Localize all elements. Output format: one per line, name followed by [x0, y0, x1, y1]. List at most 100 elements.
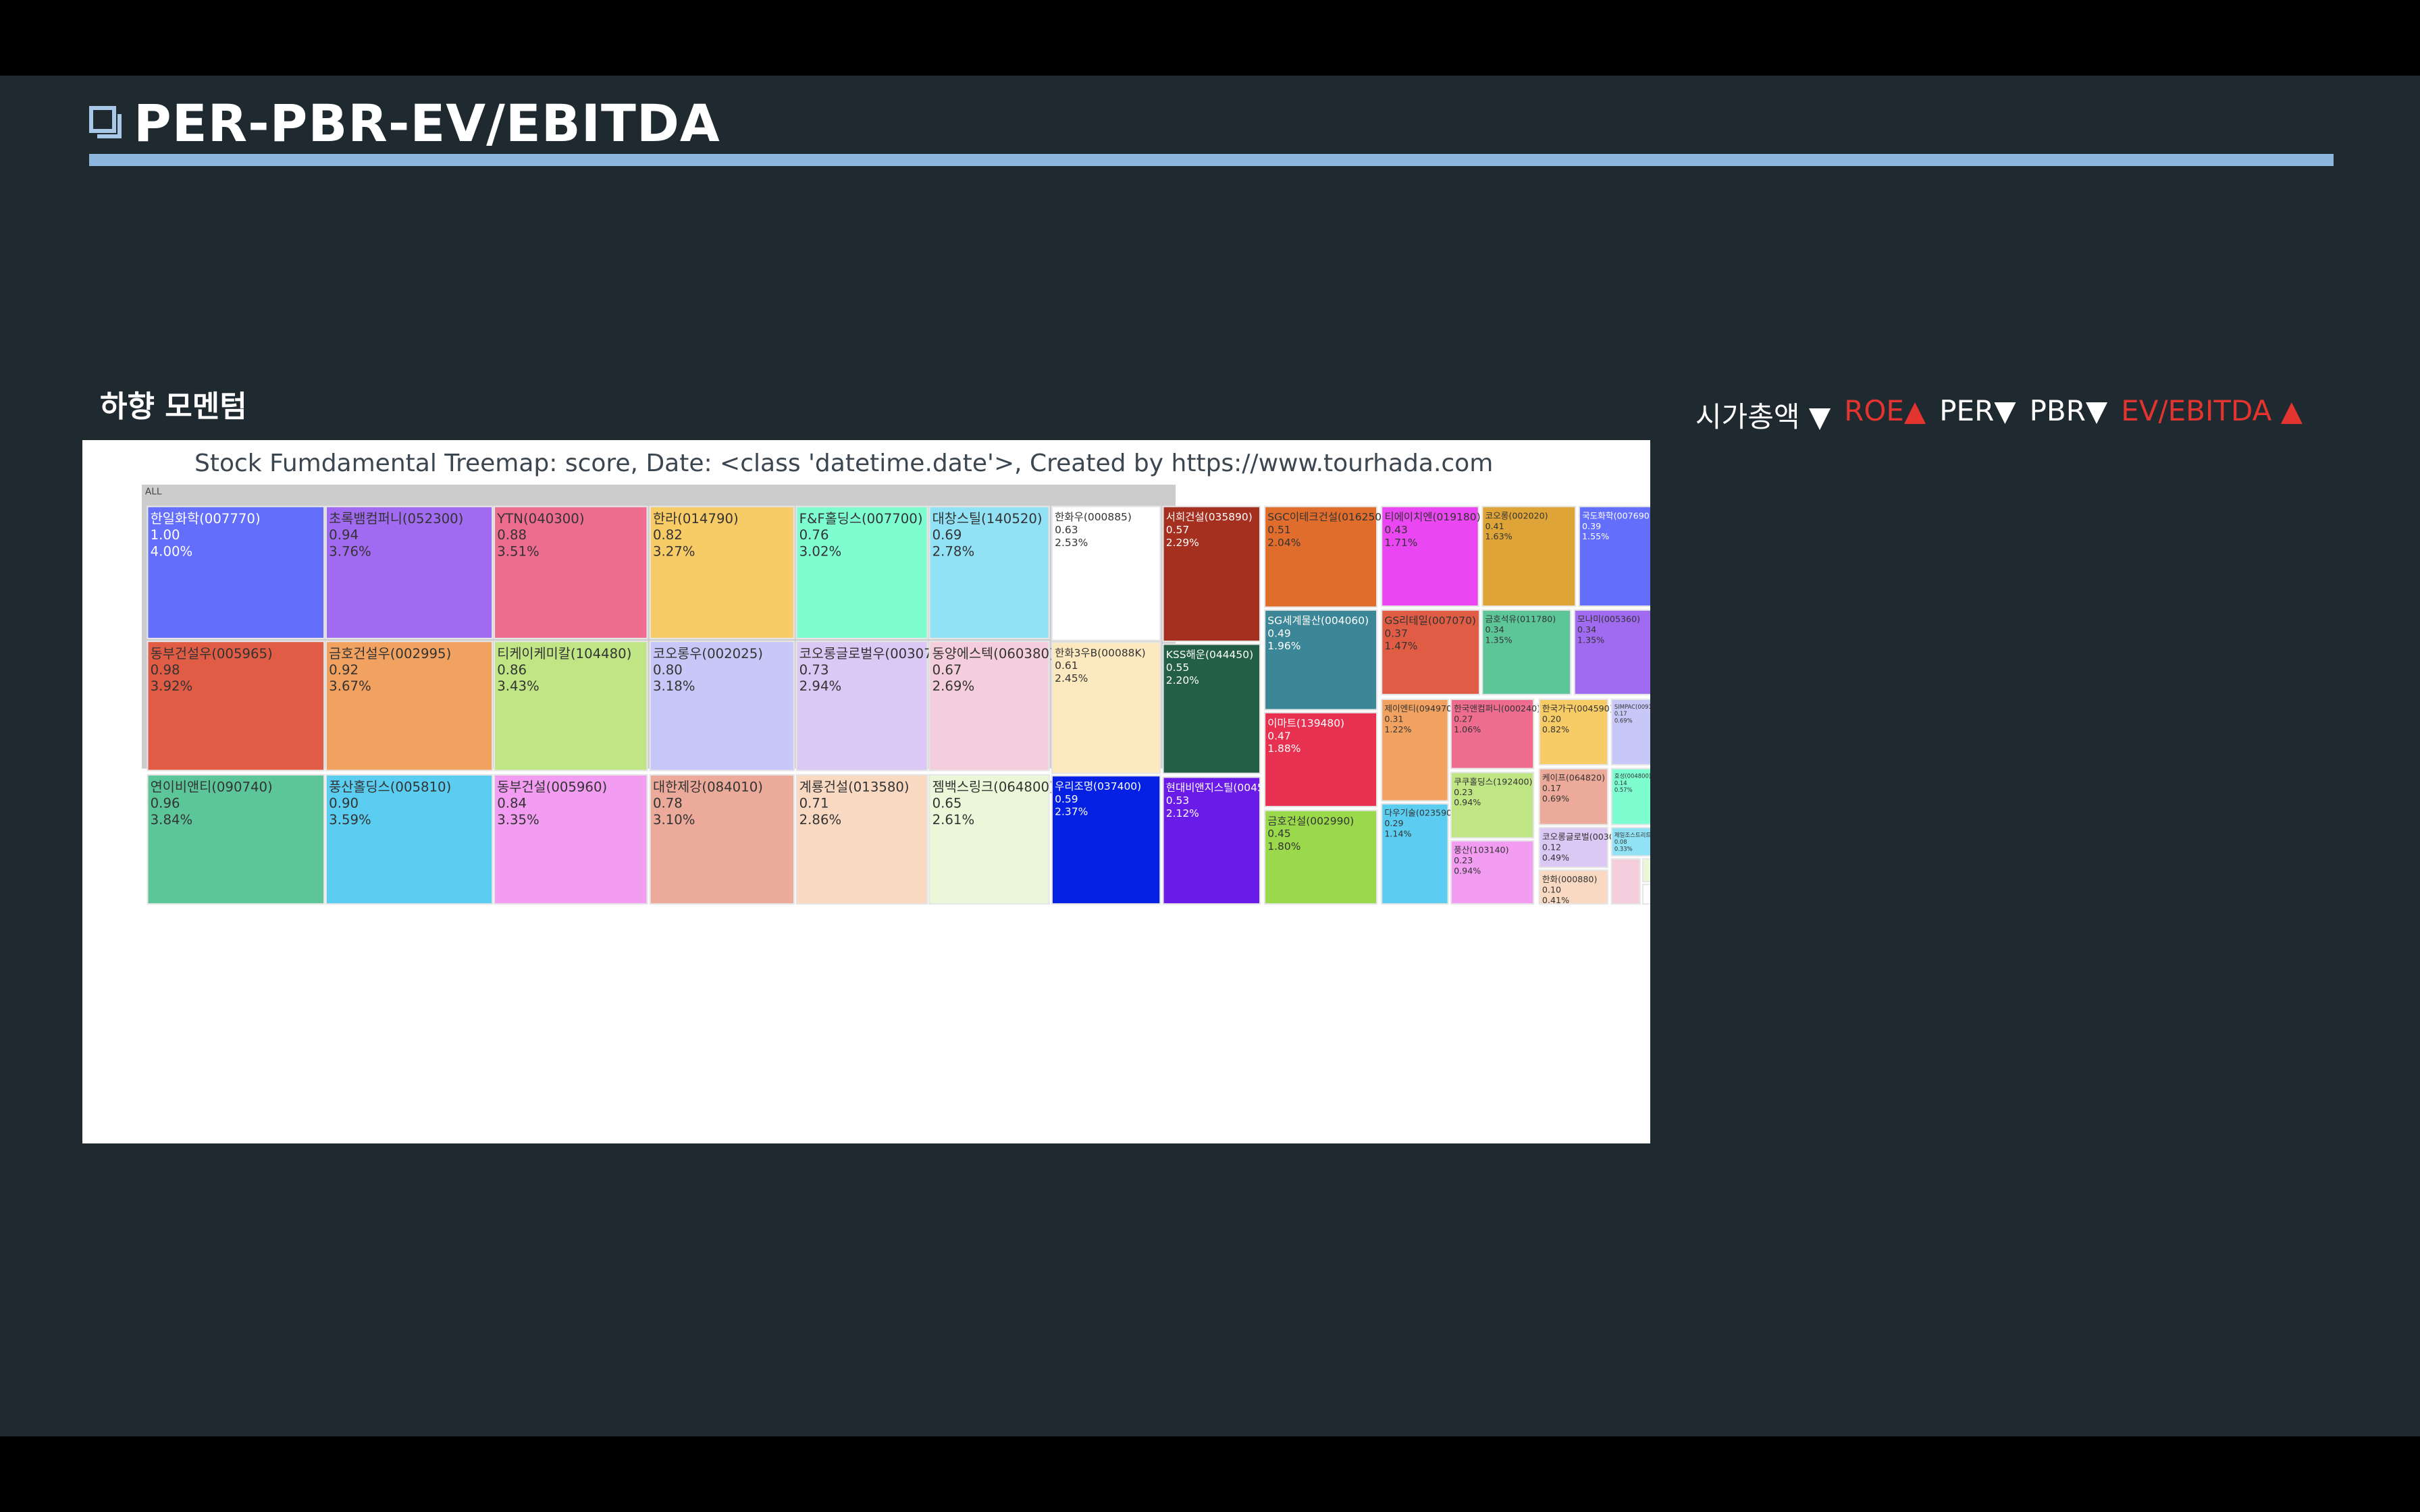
treemap-tile[interactable]: 코오롱글로벌우(003075)0.732.94% [795, 641, 946, 772]
treemap-tile[interactable]: 대한제강(084010)0.783.10% [649, 774, 795, 905]
treemap-tile-share: 3.59% [329, 812, 371, 828]
treemap-tile[interactable]: 동부건설(005960)0.843.35% [493, 774, 648, 905]
treemap-tile-name: SGC이테크건설(016250) [1267, 511, 1386, 523]
treemap-tile[interactable]: 젬백스링크(064800)0.652.61% [928, 774, 1055, 905]
treemap-tile-share: 2.12% [1166, 807, 1199, 819]
treemap-tile-score: 0.27 [1454, 713, 1473, 724]
treemap-tile[interactable]: 코오롱(002020)0.411.63% [1481, 506, 1577, 608]
treemap-tile[interactable]: 풍산(103140)0.230.94% [1450, 840, 1535, 905]
treemap-tile-share: 2.61% [932, 812, 975, 828]
treemap-tile-share: 0.94% [1454, 866, 1481, 876]
treemap-tile[interactable]: SIMPAC(009160)0.170.69% [1610, 698, 1650, 766]
treemap-tile-rect [1538, 698, 1609, 766]
treemap-tile[interactable]: 동양에스텍(060380)0.672.69% [928, 641, 1055, 772]
treemap-tile[interactable]: 초록뱀컴퍼니(052300)0.943.76% [325, 506, 494, 639]
treemap-tile-score: 0.57 [1166, 524, 1189, 536]
treemap-tile[interactable]: 한화우(000885)0.632.53% [1051, 506, 1161, 641]
treemap-tile-rect [928, 641, 1050, 772]
letterbox-top [0, 0, 2420, 76]
treemap-tile-name: 케이프(064820) [1542, 773, 1605, 783]
sort-legend: 시가총액 ▼ ROE▲ PER▼ PBR▼ EV/EBITDA ▲ [1695, 394, 2303, 435]
treemap-tile[interactable]: 대창스틸(140520)0.692.78% [928, 506, 1050, 639]
treemap-tile[interactable]: 케이프(064820)0.170.69% [1538, 767, 1609, 826]
treemap-tile-score: 0.49 [1267, 627, 1290, 639]
treemap-tile[interactable]: 효성(004800)0.140.57% [1610, 767, 1650, 826]
treemap-tile[interactable]: 제이엔티(094970)0.311.22% [1381, 698, 1455, 802]
treemap-tile-share: 3.76% [329, 543, 371, 559]
treemap-tile-score: 0.31 [1384, 713, 1403, 724]
treemap-tile[interactable]: 다우기술(023590)0.291.14% [1381, 803, 1455, 905]
legend-item[interactable]: ROE▲ [1844, 394, 1926, 427]
treemap-tile-share: 1.22% [1384, 724, 1411, 734]
treemap-tile[interactable]: 한화(000880)0.100.41% [1538, 869, 1609, 905]
treemap-tile[interactable]: 티케이케미칼(104480)0.863.43% [493, 641, 648, 772]
treemap-tile[interactable]: 우리조명(037400)0.592.37% [1051, 775, 1161, 905]
treemap-tile-share: 2.86% [799, 812, 842, 828]
treemap-tile-score: 0.90 [329, 796, 359, 811]
treemap-tile[interactable]: 서희건설(035890)0.572.29% [1162, 506, 1261, 643]
treemap-tile[interactable]: 풍산홀딩스(005810)0.903.59% [325, 774, 494, 905]
treemap-tile-name: 모나미(005360) [1577, 614, 1640, 624]
treemap-tile-name: 다우기술(023590) [1384, 808, 1455, 818]
treemap-tile[interactable]: 계룡건설(013580)0.712.86% [795, 774, 928, 905]
treemap-tile-rect [928, 774, 1050, 905]
treemap-tile-rect [795, 641, 928, 772]
treemap-tile[interactable]: 이마트(139480)0.471.88% [1264, 711, 1378, 808]
treemap-tile[interactable]: 모나미(005360)0.341.35% [1573, 609, 1650, 696]
treemap-tile-name: 대창스틸(140520) [932, 511, 1043, 526]
treemap-tile-name: 동부건설(005960) [497, 780, 607, 795]
treemap-tile-share: 0.57% [1614, 786, 1633, 793]
treemap-frame: ALL 한일화학(007770)1.004.00%동부건설우(005965)0.9… [142, 485, 1650, 905]
treemap-tile-share: 1.14% [1384, 829, 1411, 839]
treemap-tile[interactable]: 한화3우B(00088K)0.612.45% [1051, 641, 1161, 774]
treemap-tile-score: 0.14 [1614, 780, 1627, 786]
treemap-tile-name: 코오롱(002020) [1485, 510, 1548, 520]
treemap-tile-score: 0.98 [151, 662, 180, 678]
legend-item[interactable]: PER▼ [1939, 394, 2016, 427]
treemap-tile[interactable] [1610, 858, 1641, 905]
legend-item[interactable]: EV/EBITDA ▲ [2121, 394, 2303, 427]
treemap-tile[interactable]: GS리테일(007070)0.371.47% [1381, 609, 1481, 696]
treemap-tile-score: 0.45 [1267, 828, 1290, 840]
treemap-tile[interactable]: 코오롱글로벌(003070)0.120.49% [1538, 826, 1629, 869]
treemap-tile[interactable]: 한국가구(004590)0.200.82% [1538, 698, 1613, 766]
treemap-tile-name: SG세계물산(004060) [1267, 614, 1369, 626]
treemap-tile[interactable]: 쿠쿠홀딩스(192400)0.230.94% [1450, 772, 1535, 839]
treemap-tile[interactable]: SGC이테크건설(016250)0.512.04% [1264, 506, 1386, 608]
treemap-tile-name: 서희건설(035890) [1166, 511, 1253, 523]
treemap-tile[interactable] [1642, 858, 1650, 883]
treemap-tile[interactable]: KSS해운(044450)0.552.20% [1162, 643, 1261, 774]
treemap-tile-name: 코오롱글로벌(003070) [1542, 832, 1629, 842]
treemap-root-label: ALL [145, 487, 162, 497]
treemap-tile[interactable]: 동부건설우(005965)0.983.92% [147, 641, 325, 772]
treemap-tile-rect [649, 774, 795, 905]
treemap-tile-share: 3.10% [653, 812, 695, 828]
treemap-tile[interactable]: 금호건설우(002995)0.923.67% [325, 641, 494, 772]
treemap-tile-share: 1.80% [1267, 840, 1300, 853]
treemap-tile[interactable]: 티에이치엔(019180)0.431.71% [1381, 506, 1481, 608]
treemap-tile-rect [493, 641, 648, 772]
treemap-tile[interactable]: 제일조스트리트(052790)0.080.33% [1610, 826, 1650, 857]
treemap-tile[interactable]: 한일화학(007770)1.004.00% [147, 506, 325, 639]
treemap-tile[interactable] [1642, 884, 1650, 905]
treemap-tile-score: 0.76 [799, 527, 829, 543]
treemap-tile-share: 3.27% [653, 543, 695, 559]
treemap-tile[interactable]: 연이비앤티(090740)0.963.84% [147, 774, 325, 905]
treemap-tile-share: 2.53% [1055, 537, 1088, 549]
treemap-tile[interactable]: 한국앤컴퍼니(000240)0.271.06% [1450, 698, 1540, 770]
legend-item[interactable]: 시가총액 ▼ [1695, 400, 1831, 433]
treemap-tile-name: 한국가구(004590) [1542, 703, 1613, 713]
treemap-tile[interactable]: F&F홀딩스(007700)0.763.02% [795, 506, 928, 639]
treemap-tile-score: 0.51 [1267, 524, 1290, 536]
treemap-tile[interactable]: 현대비앤지스틸(004560)0.532.12% [1162, 776, 1282, 905]
treemap-tile[interactable]: YTN(040300)0.883.51% [493, 506, 648, 639]
treemap-tile[interactable]: 금호석유(011780)0.341.35% [1481, 609, 1572, 696]
treemap-tile[interactable]: 코오롱우(002025)0.803.18% [649, 641, 795, 772]
treemap-tile[interactable]: SG세계물산(004060)0.491.96% [1264, 609, 1378, 711]
treemap-tile-share: 3.43% [497, 678, 540, 694]
treemap-tile-share: 0.49% [1542, 853, 1569, 863]
treemap-tile[interactable]: 금호건설(002990)0.451.80% [1264, 809, 1378, 905]
legend-item[interactable]: PBR▼ [2029, 394, 2108, 427]
treemap-tile[interactable]: 국도화학(007690)0.391.55% [1578, 506, 1650, 608]
treemap-tile[interactable]: 한라(014790)0.823.27% [649, 506, 795, 639]
